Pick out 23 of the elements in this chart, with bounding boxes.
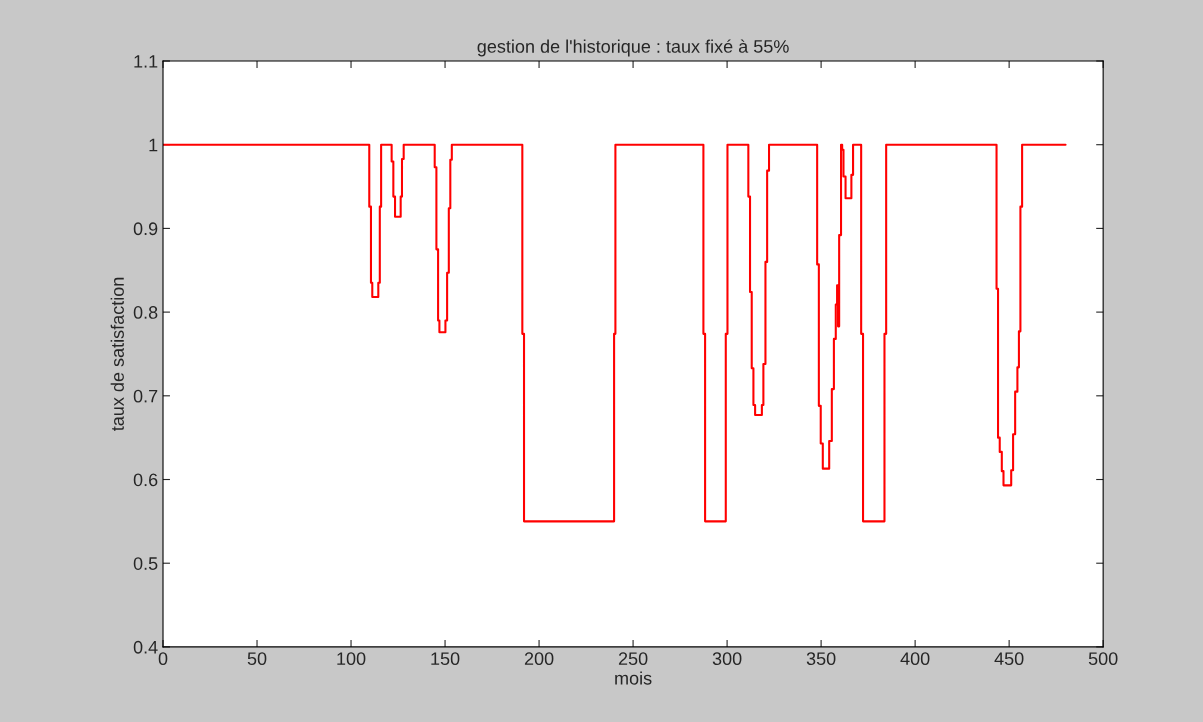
x-tick-label: 500 xyxy=(1088,652,1118,666)
y-tick-label: 0.8 xyxy=(133,306,158,319)
y-tick-label: 0.4 xyxy=(133,640,158,654)
y-tick-label: 1.1 xyxy=(134,55,158,68)
x-tick-label: 250 xyxy=(618,652,648,666)
x-tick-label: 0 xyxy=(158,652,168,666)
x-tick-label: 150 xyxy=(431,652,460,666)
x-tick-label: 200 xyxy=(524,652,554,666)
line-series xyxy=(163,143,1067,523)
x-tick-label: 450 xyxy=(994,652,1024,666)
x-tick-label: 350 xyxy=(806,652,836,666)
x-tick-label: 100 xyxy=(337,652,366,666)
y-axis-title: taux de satisfaction xyxy=(110,277,124,431)
x-axis-title: mois xyxy=(615,671,652,685)
y-tick-label: 0.6 xyxy=(133,473,158,487)
x-tick-label: 400 xyxy=(900,652,930,666)
y-tick-label: 0.9 xyxy=(133,222,158,236)
y-tick-label: 0.7 xyxy=(133,389,158,403)
chart-title: gestion de l'historique : taux fixé à 55% xyxy=(477,39,789,57)
x-tick-label: 50 xyxy=(247,652,267,666)
y-tick-label: 0.5 xyxy=(133,557,158,570)
y-tick-label: 1 xyxy=(149,138,158,152)
x-tick-label: 300 xyxy=(712,652,742,666)
